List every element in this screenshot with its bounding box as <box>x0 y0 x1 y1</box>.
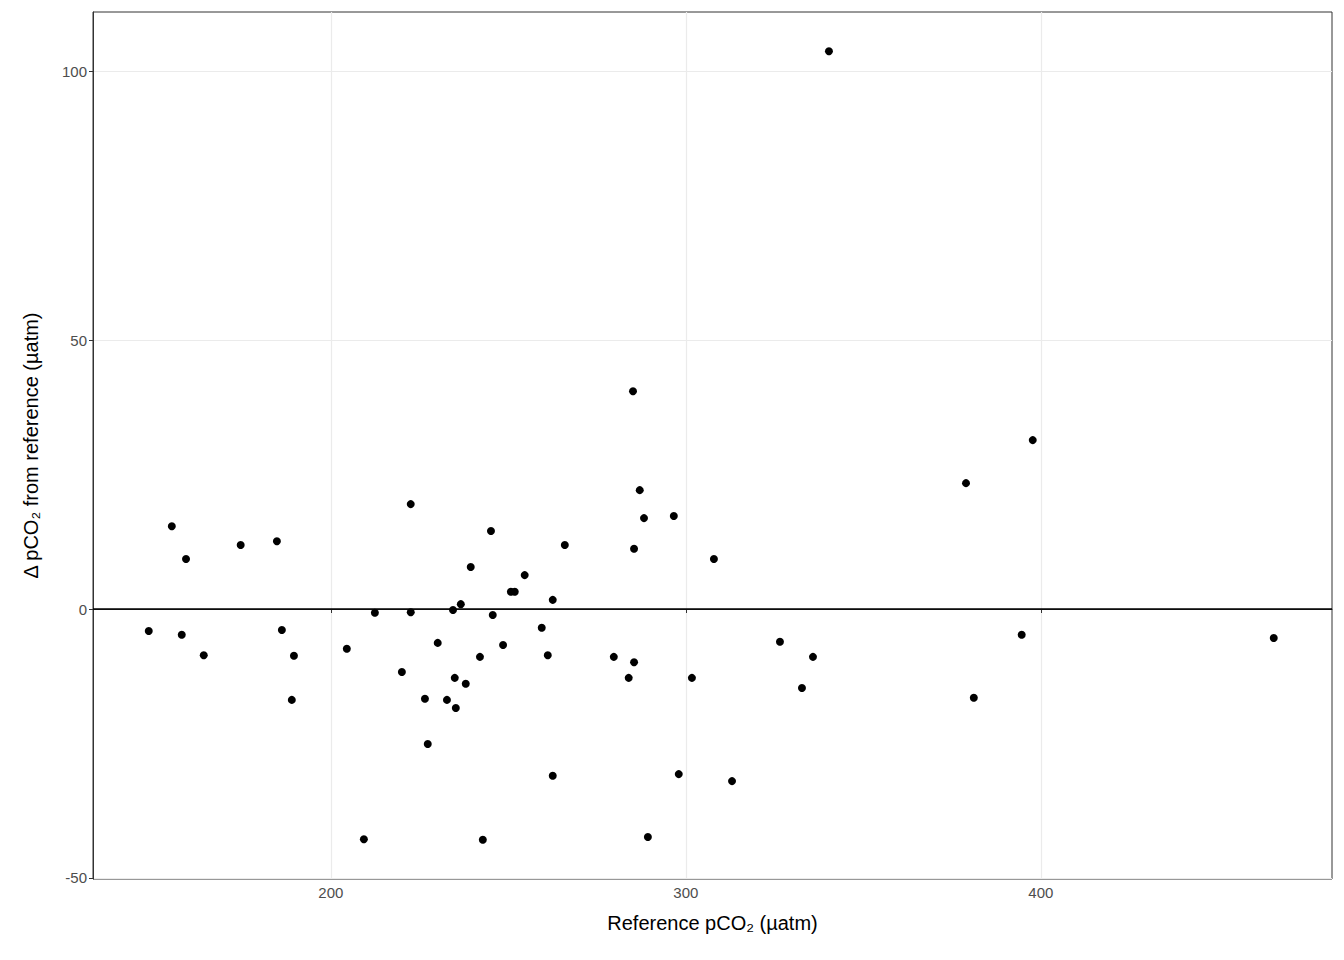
svg-text:Δ pCO₂ from reference (µatm): Δ pCO₂ from reference (µatm) <box>20 312 42 578</box>
svg-text:200: 200 <box>318 884 343 901</box>
svg-text:100: 100 <box>62 63 87 80</box>
svg-text:-50: -50 <box>65 869 87 886</box>
svg-text:Reference pCO₂ (µatm): Reference pCO₂ (µatm) <box>607 912 817 934</box>
svg-text:300: 300 <box>673 884 698 901</box>
svg-text:50: 50 <box>70 332 87 349</box>
svg-text:0: 0 <box>79 601 87 618</box>
svg-text:400: 400 <box>1028 884 1053 901</box>
